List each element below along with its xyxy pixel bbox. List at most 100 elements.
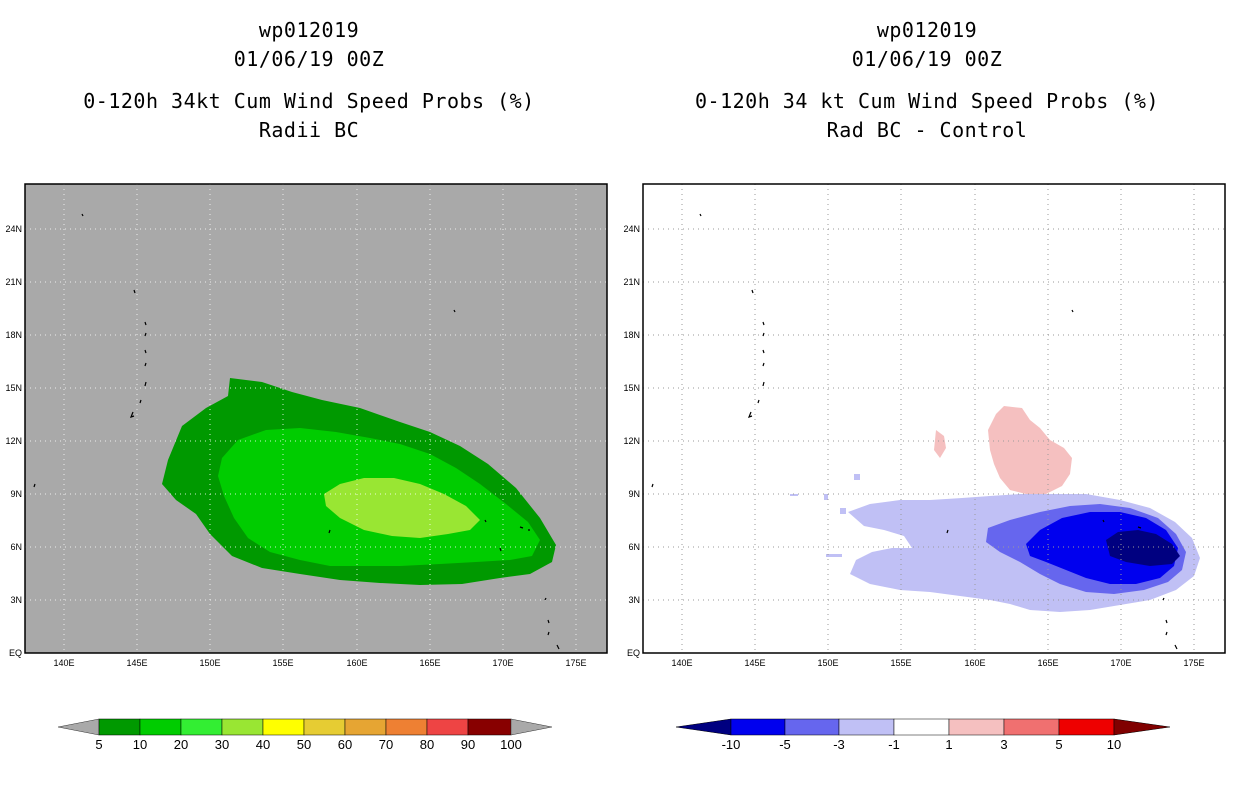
colorbar-label: 50 (297, 737, 311, 752)
lon-label: 140E (671, 658, 692, 668)
colorbar-label: 80 (420, 737, 434, 752)
right-datetime: 01/06/19 00Z (851, 47, 1003, 71)
lon-label: 160E (346, 658, 367, 668)
lat-label: 21N (623, 277, 640, 287)
left-colorbar: 5 10 20 30 40 50 60 70 80 90 100 (57, 718, 553, 752)
lon-label: 175E (565, 658, 586, 668)
lat-label: 18N (5, 330, 22, 340)
colorbar-label: -1 (888, 737, 900, 752)
lon-label: 150E (199, 658, 220, 668)
colorbar-swatch (838, 718, 895, 736)
left-coastlines (33, 213, 560, 650)
colorbar-label: -3 (833, 737, 845, 752)
right-subtitle: Rad BC - Control (826, 118, 1028, 142)
colorbar-swatch (893, 718, 950, 736)
lon-label: 175E (1183, 658, 1204, 668)
left-lat-axis: EQ 3N 6N 9N 12N 15N 18N 21N 24N (5, 224, 22, 658)
lon-label: 155E (890, 658, 911, 668)
lat-label: EQ (9, 648, 22, 658)
lat-label: 18N (623, 330, 640, 340)
right-panel-title: wp012019 01/06/19 00Z 0-120h 34 kt Cum W… (628, 16, 1226, 145)
colorbar-swatch (467, 718, 512, 736)
contour-pos-1-3b (934, 430, 946, 458)
lon-label: 160E (964, 658, 985, 668)
lat-label: 6N (10, 542, 22, 552)
lat-label: 12N (5, 436, 22, 446)
left-datetime: 01/06/19 00Z (233, 47, 385, 71)
right-map (642, 183, 1226, 654)
left-storm-id: wp012019 (258, 18, 360, 42)
lon-label: 155E (272, 658, 293, 668)
lon-label: 150E (817, 658, 838, 668)
colorbar-swatch (730, 718, 786, 736)
left-map-frame (24, 183, 608, 654)
lat-label: 24N (623, 224, 640, 234)
colorbar-swatch (1058, 718, 1115, 736)
lon-label: 145E (126, 658, 147, 668)
colorbar-label: 5 (1055, 737, 1062, 752)
contour-pos-1-3 (988, 406, 1072, 494)
colorbar-under-arrow (675, 718, 732, 736)
right-product-title: 0-120h 34 kt Cum Wind Speed Probs (%) (694, 89, 1160, 113)
left-probability-contours (162, 378, 556, 585)
lat-label: 9N (628, 489, 640, 499)
colorbar-swatch (426, 718, 469, 736)
right-map-frame (642, 183, 1226, 654)
lat-label: 15N (5, 383, 22, 393)
colorbar-swatch (262, 718, 305, 736)
colorbar-label: 20 (174, 737, 188, 752)
lat-label: EQ (627, 648, 640, 658)
right-coastlines (651, 213, 1178, 650)
colorbar-label: 30 (215, 737, 229, 752)
colorbar-label: 100 (500, 737, 522, 752)
left-grid (25, 184, 607, 653)
lon-label: 170E (492, 658, 513, 668)
colorbar-label: -10 (722, 737, 741, 752)
lat-label: 6N (628, 542, 640, 552)
lat-label: 3N (10, 595, 22, 605)
colorbar-swatch (303, 718, 346, 736)
lat-label: 24N (5, 224, 22, 234)
colorbar-label: 40 (256, 737, 270, 752)
left-product-title: 0-120h 34kt Cum Wind Speed Probs (%) (83, 89, 535, 113)
colorbar-label: 70 (379, 737, 393, 752)
lon-label: 140E (53, 658, 74, 668)
contour-neg-10 (1106, 530, 1180, 566)
colorbar-swatch (948, 718, 1005, 736)
colorbar-swatch (180, 718, 223, 736)
left-lon-axis: 140E 145E 150E 155E 160E 165E 170E 175E (53, 658, 586, 668)
colorbar-swatch (139, 718, 182, 736)
left-subtitle: Radii BC (258, 118, 360, 142)
lat-label: 21N (5, 277, 22, 287)
left-panel-title: wp012019 01/06/19 00Z 0-120h 34kt Cum Wi… (10, 16, 608, 145)
lon-label: 145E (744, 658, 765, 668)
right-lat-axis: EQ 3N 6N 9N 12N 15N 18N 21N 24N (623, 224, 640, 658)
right-difference-contours (790, 406, 1200, 612)
right-storm-id: wp012019 (876, 18, 978, 42)
colorbar-swatch (385, 718, 428, 736)
right-lon-axis: 140E 145E 150E 155E 160E 165E 170E 175E (671, 658, 1204, 668)
colorbar-swatch (98, 718, 141, 736)
right-colorbar: -10 -5 -3 -1 1 3 5 10 (675, 718, 1171, 752)
colorbar-swatch (221, 718, 264, 736)
lat-label: 12N (623, 436, 640, 446)
colorbar-label: 5 (95, 737, 102, 752)
colorbar-over-arrow (1113, 718, 1171, 736)
lat-label: 15N (623, 383, 640, 393)
lon-label: 165E (419, 658, 440, 668)
contour-neg-5-10 (1026, 512, 1178, 584)
colorbar-under-arrow (57, 718, 100, 736)
lon-label: 165E (1037, 658, 1058, 668)
colorbar-label: 1 (945, 737, 952, 752)
colorbar-label: 3 (1000, 737, 1007, 752)
lon-label: 170E (1110, 658, 1131, 668)
colorbar-label: 60 (338, 737, 352, 752)
colorbar-swatch (1003, 718, 1060, 736)
colorbar-label: 10 (1107, 737, 1121, 752)
colorbar-swatch (784, 718, 840, 736)
lat-label: 9N (10, 489, 22, 499)
colorbar-over-arrow (510, 718, 553, 736)
colorbar-label: 10 (133, 737, 147, 752)
colorbar-label: -5 (779, 737, 791, 752)
